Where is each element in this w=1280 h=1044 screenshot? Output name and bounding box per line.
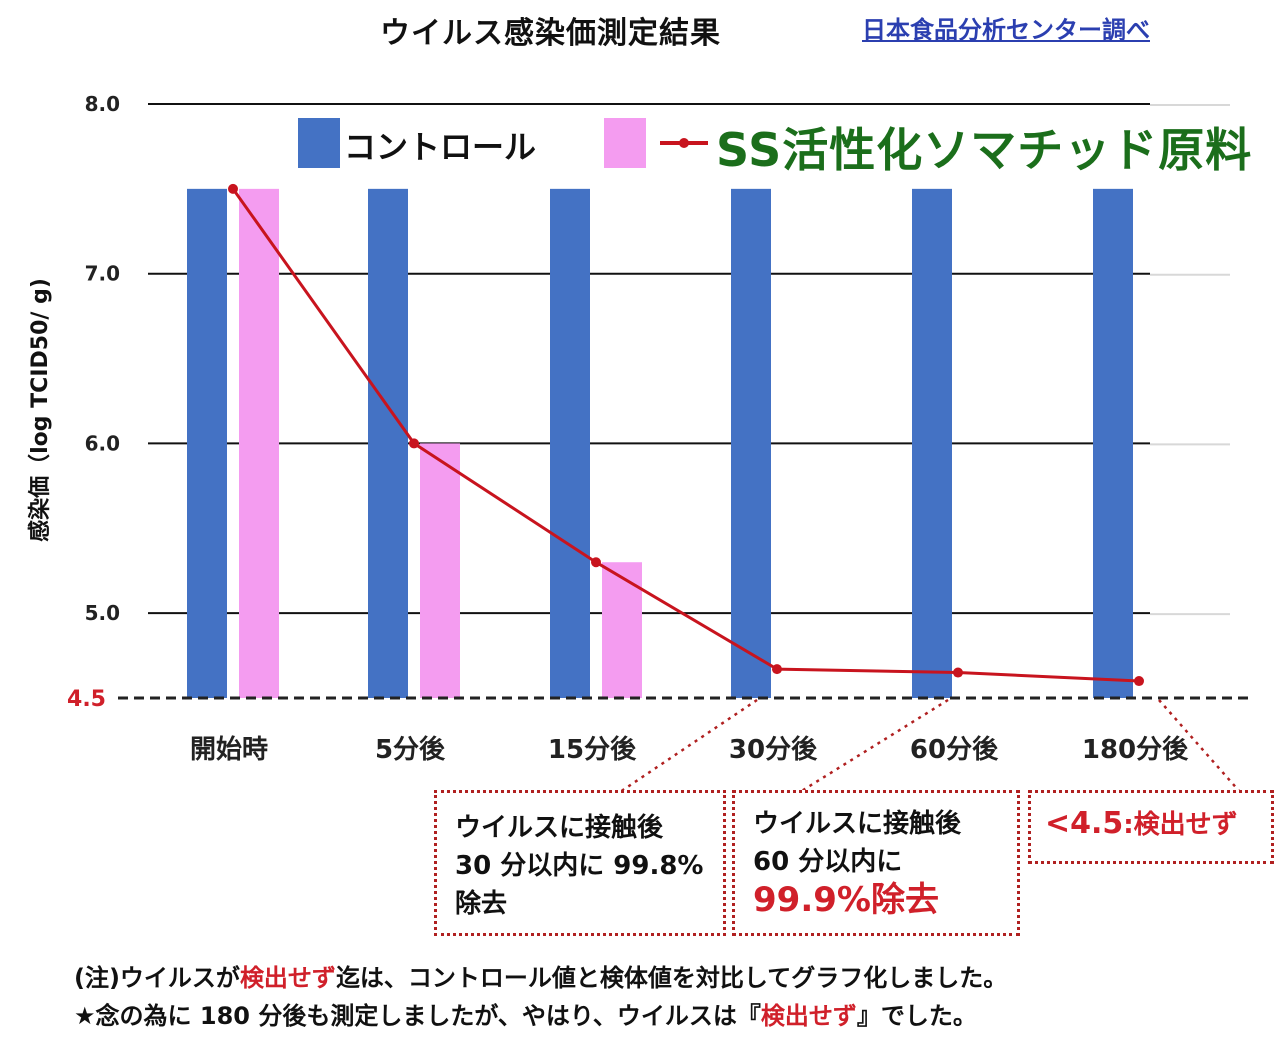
x-tick-label: 開始時 bbox=[190, 735, 268, 765]
legend-control-swatch bbox=[298, 118, 340, 168]
bar-control bbox=[550, 188, 590, 698]
y-tick-label: 8.0 bbox=[85, 92, 120, 116]
x-tick-label: 15分後 bbox=[548, 734, 637, 765]
line-point bbox=[228, 183, 238, 194]
bar-control bbox=[1093, 188, 1133, 698]
bar-sample bbox=[602, 562, 642, 698]
footnote-1-a: (注)ウイルスが bbox=[74, 964, 240, 992]
annotation-limit-value: <4.5 bbox=[1045, 806, 1124, 841]
callout-connector bbox=[799, 698, 949, 794]
x-tick-label: 5分後 bbox=[375, 734, 446, 765]
chart-title: ウイルス感染価測定結果 bbox=[380, 16, 721, 51]
footnote-1-highlight: 検出せず bbox=[239, 964, 336, 992]
footnote-1-c: 迄は、コントロール値と検体値を対比してグラフ化しました。 bbox=[335, 964, 1008, 992]
annotation-60min-line1: ウイルスに接触後 bbox=[753, 809, 962, 839]
annotation-30min: ウイルスに接触後 30 分以内に 99.8% 除去 bbox=[434, 790, 726, 936]
line-point bbox=[409, 438, 419, 449]
footnote-2-c: 』でした。 bbox=[856, 1002, 977, 1030]
y-tick-label: 5.0 bbox=[85, 601, 120, 625]
bar-sample bbox=[239, 188, 279, 698]
footnote-1: (注)ウイルスが検出せず迄は、コントロール値と検体値を対比してグラフ化しました。 bbox=[74, 958, 1007, 993]
bar-control bbox=[368, 188, 408, 698]
y-axis-label: 感染価（log TCID50/ g) bbox=[28, 278, 53, 542]
x-tick-label: 30分後 bbox=[729, 734, 818, 765]
bar-sample bbox=[420, 443, 460, 698]
annotation-60min-highlight: 99.9%除去 bbox=[753, 880, 939, 920]
annotation-60min-line2: 60 分以内に bbox=[753, 847, 903, 877]
legend-sample-swatch bbox=[604, 118, 646, 168]
bar-control bbox=[912, 188, 952, 698]
annotation-30min-line1: ウイルスに接触後 bbox=[455, 813, 664, 843]
line-series bbox=[231, 187, 1140, 683]
legend-line-marker bbox=[660, 138, 708, 148]
legend-control-label: コントロール bbox=[344, 128, 537, 166]
annotation-30min-line2: 30 分以内に 99.8% bbox=[455, 851, 704, 881]
footnote-2-a: ★念の為に 180 分後も測定しましたが、やはり、ウイルスは『 bbox=[74, 1002, 761, 1030]
bar-control bbox=[731, 188, 771, 698]
x-tick-label: 180分後 bbox=[1082, 734, 1189, 765]
line-point bbox=[591, 557, 601, 568]
footnote-2: ★念の為に 180 分後も測定しましたが、やはり、ウイルスは『検出せず』でした。 bbox=[74, 996, 977, 1031]
y-tick-label: 6.0 bbox=[85, 431, 120, 455]
callout-connector bbox=[619, 698, 758, 794]
annotation-60min: ウイルスに接触後 60 分以内に 99.9%除去 bbox=[732, 790, 1020, 936]
source-link[interactable]: 日本食品分析センター調べ bbox=[862, 16, 1150, 44]
line-point bbox=[953, 667, 963, 678]
bar-control bbox=[187, 188, 227, 698]
annotation-30min-line3: 除去 bbox=[455, 889, 508, 919]
annotation-not-detected-text: :検出せず bbox=[1123, 810, 1238, 840]
x-tick-label: 60分後 bbox=[910, 734, 999, 765]
line-point bbox=[1134, 676, 1144, 687]
footnote-2-highlight: 検出せず bbox=[760, 1002, 857, 1030]
detection-limit-label: 4.5 bbox=[67, 687, 106, 712]
line-point bbox=[772, 664, 782, 675]
y-tick-label: 7.0 bbox=[85, 262, 120, 286]
annotation-not-detected: <4.5:検出せず bbox=[1028, 790, 1274, 864]
legend-series-label: SS活性化ソマチッド原料 bbox=[716, 123, 1253, 177]
